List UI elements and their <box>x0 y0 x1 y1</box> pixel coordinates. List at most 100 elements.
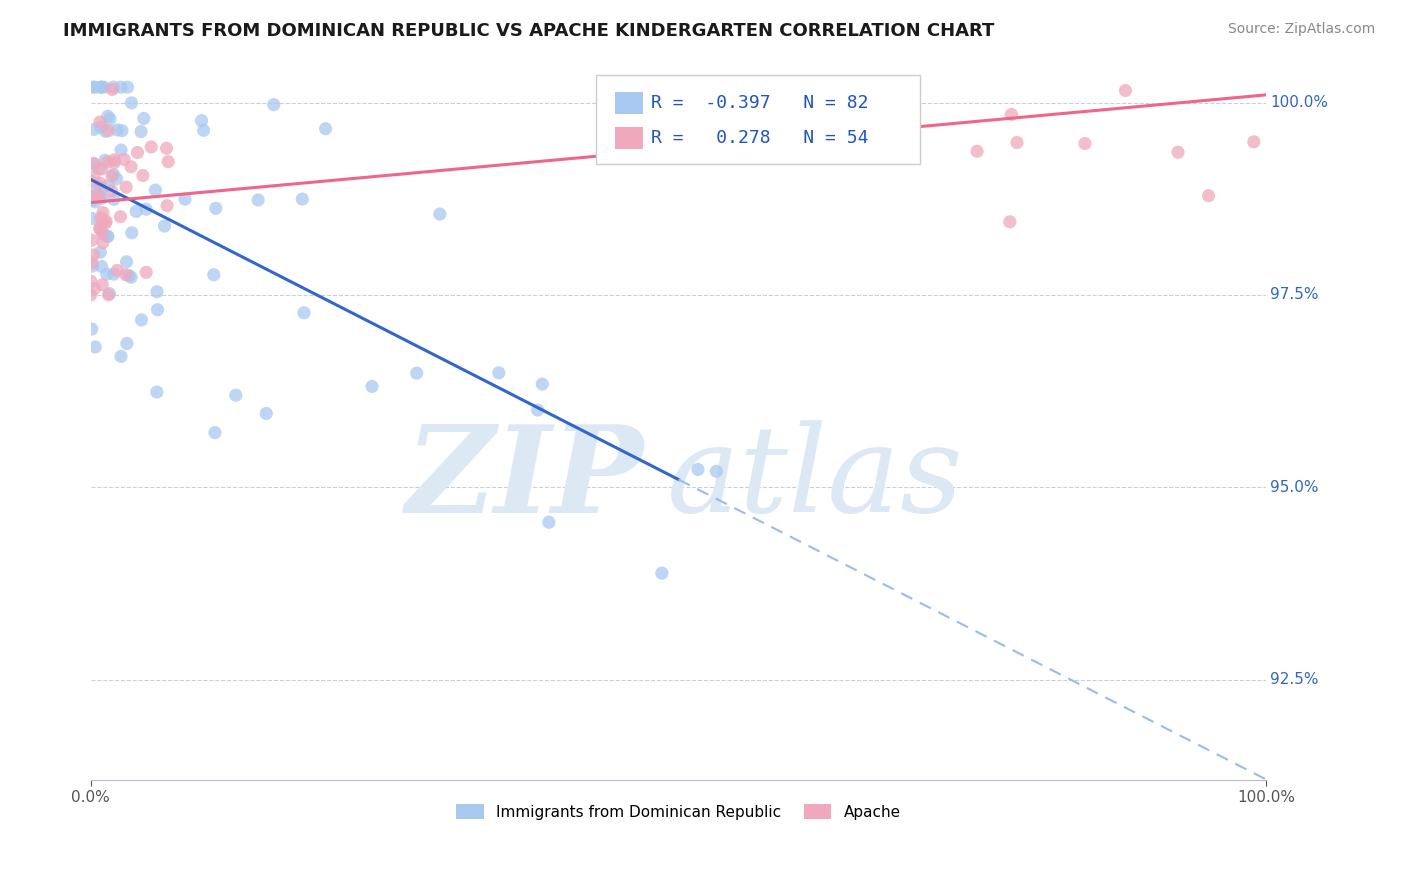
Point <box>115 180 138 194</box>
Point <box>98 286 121 301</box>
Point <box>100 184 122 198</box>
Point <box>361 379 384 393</box>
Point <box>120 160 142 174</box>
Point <box>89 222 111 236</box>
Point <box>89 115 111 129</box>
Point <box>103 267 125 281</box>
Point <box>115 254 138 268</box>
Point <box>129 124 152 138</box>
Point <box>83 282 105 296</box>
Point <box>135 265 157 279</box>
Point <box>97 229 120 244</box>
Point <box>82 211 104 226</box>
Point <box>263 97 285 112</box>
Point <box>488 366 510 380</box>
Point <box>127 145 149 160</box>
Point <box>82 248 104 262</box>
Text: 95.0%: 95.0% <box>1270 480 1319 495</box>
Point <box>94 153 117 168</box>
Point <box>90 211 112 225</box>
Point <box>83 157 105 171</box>
Point <box>82 80 104 95</box>
Point <box>118 268 141 283</box>
Point <box>1074 136 1097 151</box>
Point <box>82 156 104 170</box>
Point <box>146 285 169 299</box>
Point <box>90 225 112 239</box>
Point <box>1000 107 1022 121</box>
Point <box>121 95 143 110</box>
Point <box>90 120 112 135</box>
Point <box>292 306 315 320</box>
Point <box>103 153 125 167</box>
Point <box>97 288 120 302</box>
Point <box>80 274 103 288</box>
Point <box>83 169 105 184</box>
Point <box>132 112 155 126</box>
Point <box>291 192 314 206</box>
Legend: Immigrants from Dominican Republic, Apache: Immigrants from Dominican Republic, Apac… <box>450 797 907 826</box>
Point <box>89 245 111 260</box>
Point <box>93 80 115 95</box>
Point <box>315 121 337 136</box>
Point <box>84 187 107 202</box>
Point <box>80 288 103 302</box>
Point <box>110 80 132 95</box>
Point <box>202 268 225 282</box>
Point <box>91 215 114 229</box>
Point <box>141 140 163 154</box>
Point <box>103 167 125 181</box>
FancyBboxPatch shape <box>596 75 920 164</box>
Point <box>84 340 107 354</box>
Point <box>704 464 727 478</box>
Point <box>405 366 427 380</box>
Point <box>204 425 226 440</box>
Point <box>90 260 112 274</box>
Point <box>146 384 169 399</box>
Point <box>97 178 120 193</box>
Point <box>82 259 104 273</box>
Point <box>1243 135 1265 149</box>
Point <box>83 122 105 136</box>
Point <box>1198 188 1220 202</box>
Text: Source: ZipAtlas.com: Source: ZipAtlas.com <box>1227 22 1375 37</box>
Point <box>966 145 988 159</box>
Point <box>90 180 112 194</box>
Point <box>111 124 134 138</box>
Point <box>112 153 135 167</box>
Point <box>83 189 105 203</box>
Point <box>145 183 167 197</box>
Text: R =   0.278   N = 54: R = 0.278 N = 54 <box>651 129 869 147</box>
Point <box>155 141 177 155</box>
Point <box>204 202 226 216</box>
Point <box>651 566 673 581</box>
Point <box>80 174 103 188</box>
Text: atlas: atlas <box>666 420 963 538</box>
Text: 100.0%: 100.0% <box>1270 95 1329 110</box>
Text: 97.5%: 97.5% <box>1270 287 1319 302</box>
Point <box>114 268 136 282</box>
Point <box>93 227 115 242</box>
Point <box>97 123 120 137</box>
Point <box>153 219 176 233</box>
Point <box>110 349 132 363</box>
Point <box>686 462 709 476</box>
Point <box>87 161 110 176</box>
Point <box>91 277 114 292</box>
Point <box>84 194 107 209</box>
Point <box>84 80 107 95</box>
Point <box>103 80 125 95</box>
Point <box>80 322 103 336</box>
Point <box>91 191 114 205</box>
Point <box>247 193 270 207</box>
FancyBboxPatch shape <box>614 92 644 114</box>
Text: ZIP: ZIP <box>405 420 644 539</box>
Point <box>105 263 128 277</box>
Point <box>94 216 117 230</box>
Point <box>121 226 143 240</box>
Point <box>105 123 128 137</box>
Point <box>80 233 103 247</box>
Point <box>96 229 118 244</box>
Point <box>90 162 112 177</box>
Point <box>110 210 132 224</box>
